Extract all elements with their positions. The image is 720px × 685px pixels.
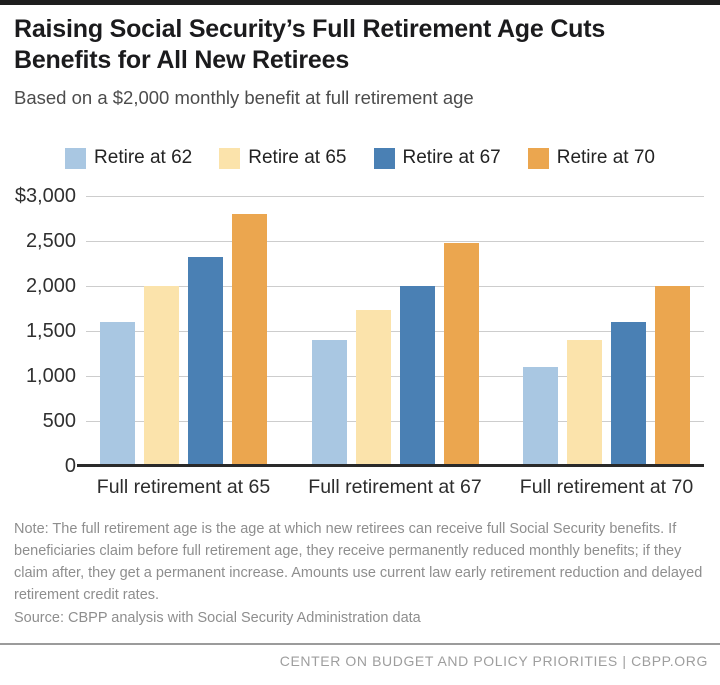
note-text: Note: The full retirement age is the age… [14,521,703,603]
y-tick-label: 0 [64,455,76,477]
legend-label: Retire at 70 [556,147,655,168]
legend-item: Retire at 62 [65,147,192,169]
gridline [86,421,704,422]
y-tick-label: 1,000 [25,365,76,387]
legend-item: Retire at 67 [373,147,501,169]
legend-label: Retire at 62 [94,147,193,168]
footer-branding: CENTER ON BUDGET AND POLICY PRIORITIES |… [279,653,708,669]
gridline [86,286,704,287]
legend-label: Retire at 65 [248,147,347,168]
legend: Retire at 62 Retire at 65 Retire at 67 Reti… [0,147,720,169]
legend-swatch [219,147,241,169]
top-accent-bar [0,0,720,5]
bar [611,322,646,466]
bar [188,257,223,466]
y-tick-label: 2,000 [25,275,76,297]
gridline [86,376,704,377]
legend-swatch [65,147,87,169]
chart-title: Raising Social Security’s Full Retiremen… [14,15,606,74]
gridline [86,196,704,197]
bar [655,286,690,466]
y-tick-label: 1,500 [25,320,76,342]
x-category-label: Full retirement at 70 [519,476,694,498]
legend-swatch [527,147,549,169]
plot-area: Full retirement at 65 Full retirement at … [77,196,704,498]
gridline [86,331,704,332]
bar [144,286,179,466]
x-category-label: Full retirement at 67 [308,476,482,498]
bar [399,286,435,466]
y-tick-label: $3,000 [14,185,76,207]
source-text: Source: CBPP analysis with Social Securi… [14,610,421,626]
bar-groups: Full retirement at 65 Full retirement at … [86,196,704,498]
x-category-label: Full retirement at 65 [96,476,271,498]
chart-subtitle: Based on a $2,000 monthly benefit at ful… [14,87,474,108]
bar-chart: $3,000 2,500 2,000 1,500 1,000 500 0 Full reti… [0,185,720,508]
bar [232,214,267,466]
legend-swatch [373,147,395,169]
bar [523,367,558,466]
x-axis-line [77,464,704,467]
footer-divider [0,643,720,645]
bar [567,340,602,466]
gridline [86,241,704,242]
bar [311,340,347,466]
legend-item: Retire at 70 [527,147,655,169]
y-axis-labels: $3,000 2,500 2,000 1,500 1,000 500 0 [0,185,76,477]
legend-label: Retire at 67 [402,147,501,168]
y-tick-label: 500 [42,410,76,432]
bar-group: Full retirement at 70 [520,196,693,498]
bar-group: Full retirement at 67 [308,196,482,498]
bar [100,322,135,466]
bar [355,310,391,466]
bar-group: Full retirement at 65 [97,196,270,498]
bar [443,242,479,466]
legend-item: Retire at 65 [219,147,347,169]
y-tick-label: 2,500 [25,230,76,252]
